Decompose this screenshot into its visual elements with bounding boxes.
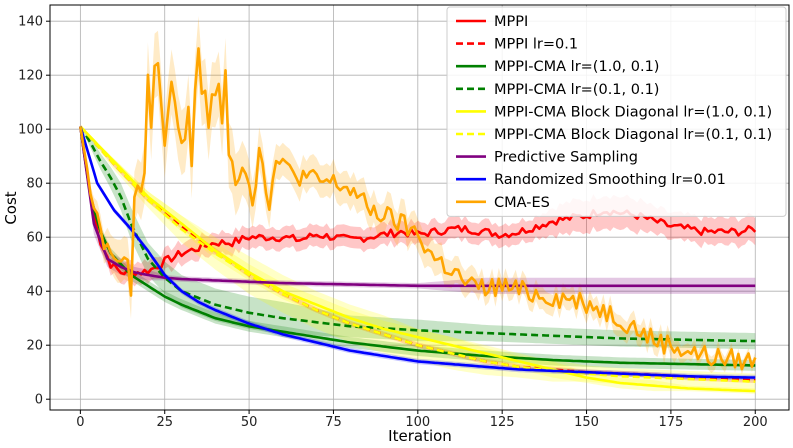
series-line-mppi-cma-lr-1-0-0-1 [79,126,756,367]
legend-label-mppi-cma-lr-0-1-0-1: MPPI-CMA lr=(0.1, 0.1) [494,82,659,98]
legend-label-mppi-cma-lr-1-0-0-1: MPPI-CMA lr=(1.0, 0.1) [494,59,659,75]
x-tick-label: 75 [325,415,342,430]
y-tick-label: 120 [18,69,43,84]
series-line-mppi-cma-lr-0-1-0-1 [79,125,756,343]
x-tick-label: 175 [658,415,683,430]
series-line-predictive-sampling [79,126,756,288]
y-tick-label: 40 [26,285,43,300]
band-cma-es [80,16,756,375]
series-line-cma-es [79,47,757,371]
legend-box [446,6,787,217]
x-tick-label: 125 [490,415,515,430]
band-mppi [80,123,756,287]
axis-ticks: 0 25 50 75 100 125 150 175 200 0 20 40 60 80 100 120 140 [18,15,767,430]
x-tick-label: 100 [405,415,430,430]
legend-label-mppi-lr-0-1: MPPI lr=0.1 [494,37,578,53]
legend-label-predictive-sampling: Predictive Sampling [494,150,638,166]
legend-label-mppi-cma-block-diagonal-lr-0-1-0-1: MPPI-CMA Block Diagonal lr=(0.1, 0.1) [494,127,772,143]
legend-label-mppi: MPPI [494,14,528,30]
x-axis-label: Iteration [388,427,452,445]
series-line-randomized-smoothing-lr-0-01 [79,126,756,379]
y-tick-label: 140 [18,15,43,30]
legend-label-mppi-cma-block-diagonal-lr-1-0-0-1: MPPI-CMA Block Diagonal lr=(1.0, 0.1) [494,104,772,120]
y-axis-label: Cost [2,191,20,224]
band-predictive-sampling [80,126,756,294]
y-tick-label: 0 [35,393,43,408]
legend-label-randomized-smoothing-lr-0-01: Randomized Smoothing lr=0.01 [494,172,726,188]
y-tick-label: 60 [26,231,43,246]
x-tick-label: 25 [156,415,173,430]
plot-frame [49,4,790,411]
x-tick-label: 50 [241,415,258,430]
legend: MPPI MPPI lr=0.1 MPPI-CMA lr=(1.0, 0.1) MPP… [446,6,787,217]
x-tick-label: 150 [574,415,599,430]
x-tick-label: 0 [76,415,84,430]
band-mppi-cma-block-diagonal-lr-1-0-0-1 [80,126,756,394]
series-line-mppi-cma-block-diagonal-lr-1-0-0-1 [79,125,756,393]
y-tick-label: 20 [26,339,43,354]
series-line-mppi-cma-block-diagonal-lr-0-1-0-1 [79,125,756,383]
legend-label-cma-es: CMA-ES [494,195,550,211]
x-tick-label: 200 [743,415,768,430]
y-tick-label: 80 [26,177,43,192]
y-tick-label: 100 [18,123,43,138]
